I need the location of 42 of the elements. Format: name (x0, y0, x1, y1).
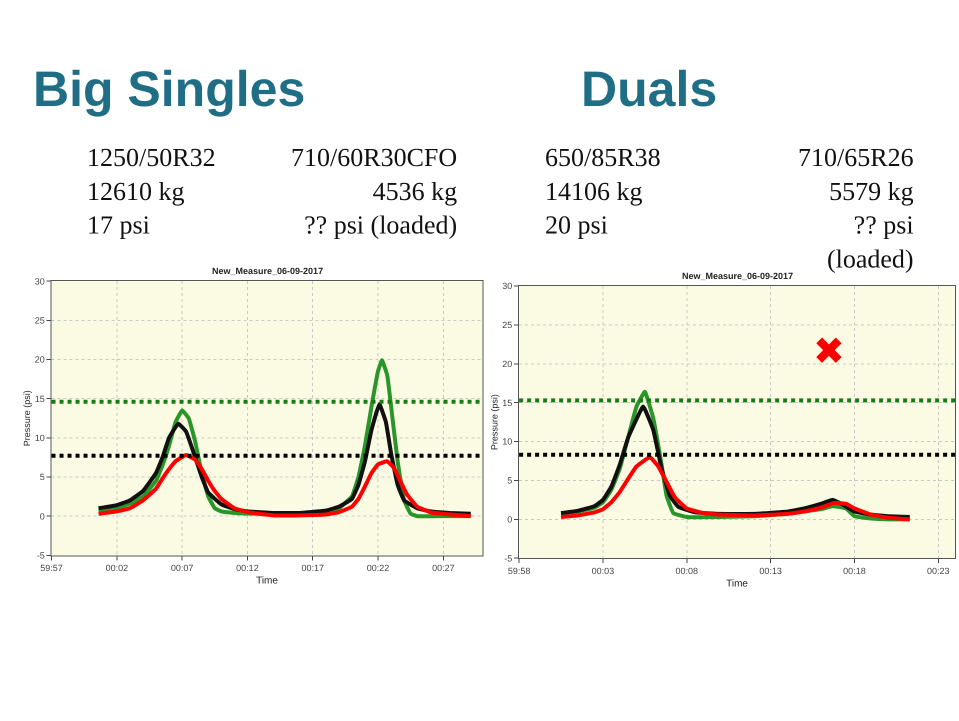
chart-subtitle: New_Measure_06-09-2017 (682, 271, 794, 281)
y-tick-label: 5 (40, 472, 45, 482)
x-tick-label: 59:58 (508, 566, 530, 576)
y-tick-label: 30 (34, 276, 45, 286)
x-tick-label: 59:57 (40, 563, 63, 574)
text: 650/85R38 14106 kg 20 psi (545, 143, 661, 240)
x-axis-title: Time (256, 576, 278, 587)
y-tick-label: 20 (502, 358, 512, 369)
y-tick-label: 5 (507, 476, 512, 486)
y-axis-title: Pressure (psi) (22, 390, 32, 446)
x-tick-label: 00:17 (301, 563, 324, 574)
chart-title: Duals (581, 61, 718, 117)
x-tick-label: 00:07 (170, 563, 194, 574)
y-tick-label: 15 (502, 398, 512, 408)
y-tick-label: 25 (502, 320, 512, 330)
y-axis-title: Pressure (psi) (490, 394, 500, 450)
text: 710/65R26 5579 kg ?? psi (loaded) (798, 143, 914, 274)
text: 710/60R30CFO 4536 kg ?? psi (loaded) (291, 143, 458, 240)
y-tick-label: 25 (34, 315, 45, 326)
x-tick-label: 00:03 (592, 566, 614, 576)
y-tick-label: 0 (507, 514, 512, 524)
x-tick-label: 00:12 (236, 563, 259, 574)
x-axis-title: Time (726, 578, 748, 590)
y-tick-label: 15 (34, 394, 45, 404)
annotation: ✖ (813, 329, 845, 373)
y-tick-label: 10 (34, 432, 45, 443)
x-tick-label: 00:18 (843, 566, 866, 576)
y-tick-label: 20 (34, 354, 45, 365)
x-tick-label: 00:08 (676, 566, 698, 576)
x-tick-label: 00:02 (106, 563, 128, 574)
x-tick-label: 00:13 (759, 566, 782, 576)
text: 1250/50R32 12610 kg 17 psi (87, 143, 216, 240)
y-tick-label: -5 (36, 550, 45, 560)
x-tick-label: 00:22 (366, 563, 390, 574)
chart-subtitle: New_Measure_06-09-2017 (212, 266, 324, 276)
y-tick-label: 30 (502, 281, 512, 292)
y-tick-label: 0 (40, 511, 45, 522)
y-tick-label: -5 (504, 553, 512, 564)
x-tick-label: 00:23 (927, 566, 950, 576)
chart-title: Big Singles (33, 61, 306, 117)
y-tick-label: 10 (502, 436, 512, 447)
x-tick-label: 00:27 (432, 563, 455, 574)
